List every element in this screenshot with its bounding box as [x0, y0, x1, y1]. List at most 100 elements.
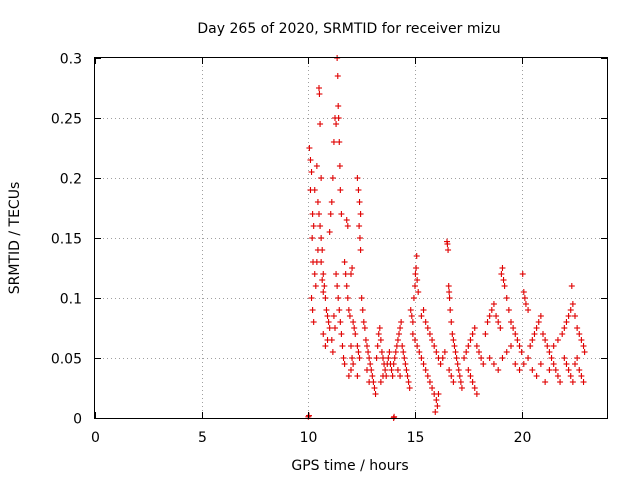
data-point [385, 355, 392, 361]
data-point [334, 73, 341, 79]
data-point [348, 343, 354, 349]
data-point [343, 217, 350, 223]
data-point [433, 397, 440, 403]
data-point [356, 223, 363, 229]
data-point [422, 367, 429, 373]
data-point [520, 361, 527, 367]
data-point [307, 157, 314, 163]
data-point [450, 337, 457, 343]
data-point [525, 355, 532, 361]
data-point [434, 403, 441, 409]
data-point [552, 367, 559, 373]
data-point [354, 343, 361, 349]
data-point [467, 373, 474, 379]
data-point [447, 307, 454, 313]
x-tick-label: 20 [514, 430, 532, 446]
data-point [446, 289, 453, 295]
data-point [441, 349, 448, 355]
data-point [314, 199, 321, 205]
data-point [317, 121, 324, 127]
data-point [397, 325, 404, 331]
data-points [305, 55, 588, 421]
y-tick-label: 0.05 [51, 352, 82, 368]
data-point [390, 361, 397, 367]
data-point [320, 289, 327, 295]
data-point [341, 259, 348, 265]
data-point [318, 235, 325, 241]
data-point [493, 313, 500, 319]
data-point [542, 379, 549, 385]
data-point [482, 331, 489, 337]
data-point [446, 295, 453, 301]
data-point [326, 325, 333, 331]
data-point [338, 331, 345, 337]
data-point [452, 349, 459, 355]
data-point [465, 367, 472, 373]
data-point [480, 361, 487, 367]
data-point [512, 331, 519, 337]
data-point [404, 373, 411, 379]
data-point [508, 343, 514, 349]
data-point [333, 271, 340, 277]
data-point [355, 187, 362, 193]
data-point [429, 385, 436, 391]
data-point [498, 271, 505, 277]
data-point [386, 349, 393, 355]
data-point [518, 349, 525, 355]
data-point [377, 379, 384, 385]
data-point [359, 307, 366, 313]
data-point [516, 367, 523, 373]
data-point [448, 373, 455, 379]
data-point [388, 367, 395, 373]
data-point [405, 379, 412, 385]
y-axis-label: SRMTID / TECUs [7, 182, 23, 295]
data-point [367, 361, 374, 367]
data-point [349, 355, 356, 361]
data-point [345, 307, 352, 313]
data-point [365, 349, 372, 355]
data-point [314, 247, 321, 253]
data-point [311, 271, 318, 277]
data-point [559, 331, 566, 337]
data-point [409, 319, 416, 325]
data-point [433, 349, 440, 355]
data-point [531, 331, 538, 337]
data-point [329, 349, 336, 355]
data-point [486, 313, 493, 319]
data-point [527, 343, 534, 349]
data-point [356, 355, 363, 361]
data-point [495, 319, 502, 325]
data-point [529, 367, 536, 373]
data-point [410, 295, 417, 301]
data-point [469, 379, 476, 385]
data-point [412, 337, 418, 343]
data-point [563, 361, 570, 367]
chart-title: Day 265 of 2020, SRMTID for receiver miz… [197, 21, 500, 37]
y-tick-label: 0.15 [51, 232, 82, 248]
data-point [467, 337, 474, 343]
data-point [563, 319, 570, 325]
data-point [520, 289, 527, 295]
data-point [366, 379, 373, 385]
data-point [372, 391, 379, 397]
data-point [352, 331, 359, 337]
data-point [414, 343, 421, 349]
data-point [486, 355, 493, 361]
data-point [318, 175, 325, 181]
data-point [310, 223, 317, 229]
data-point [454, 361, 461, 367]
data-point [415, 289, 422, 295]
data-point [340, 355, 347, 361]
data-point [320, 271, 327, 277]
plot-frame [94, 57, 608, 419]
data-point [316, 91, 323, 97]
data-point [378, 349, 385, 355]
data-point [362, 337, 369, 343]
data-point [453, 355, 460, 361]
data-point [376, 325, 383, 331]
data-point [422, 319, 429, 325]
data-point [344, 223, 351, 229]
data-point [358, 295, 365, 301]
data-point [580, 379, 587, 385]
